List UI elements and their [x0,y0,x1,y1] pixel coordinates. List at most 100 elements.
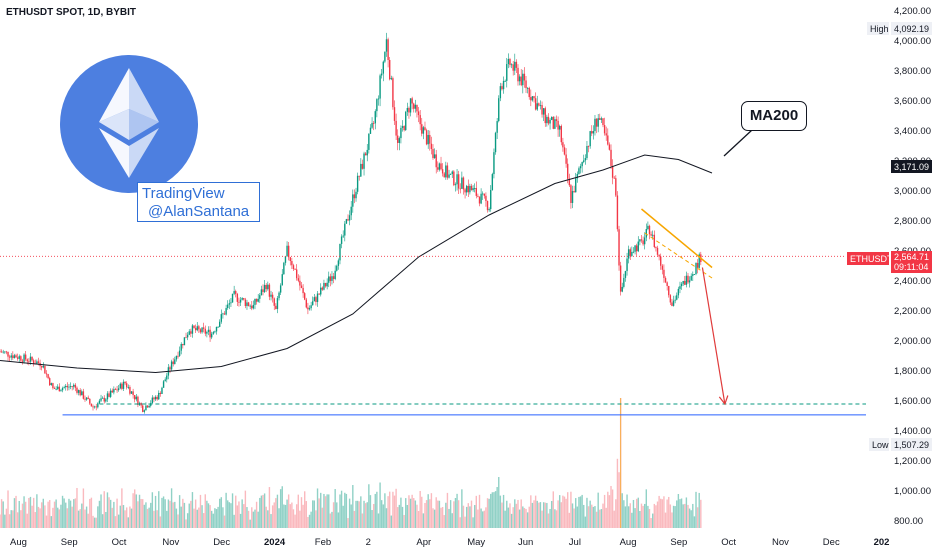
volume-bar [583,504,585,528]
volume-bar [183,502,186,528]
candle-body [73,384,75,387]
volume-bar [294,514,296,528]
volume-bar [44,505,46,528]
candle-body [401,126,404,128]
volume-bar [8,514,11,528]
volume-bar [345,493,348,528]
candle-body [613,177,615,179]
volume-bar [275,498,277,528]
volume-bar [371,510,373,528]
volume-bar [281,486,283,528]
volume-bar [355,500,357,528]
volume-bar [225,492,227,528]
volume-bar [570,491,572,528]
y-tick-label: 2,400.00 [894,276,931,287]
volume-bar [432,508,434,528]
volume-bar [384,493,386,528]
candle-body [618,229,620,266]
y-axis[interactable]: 4,200.00 4,000.00 3,800.00 3,600.00 3,400.00… [894,6,931,527]
volume-bar [307,516,309,528]
candle-body [95,406,97,408]
candle-body [514,61,516,71]
volume-bar [198,507,200,528]
volume-bar [278,508,280,528]
candle-body [414,104,417,109]
candle-body [374,111,376,124]
volume-bar [562,495,564,528]
volume-bar [584,516,587,528]
volume-bar [50,516,53,528]
candle-body [372,122,375,124]
volume-bar [369,495,372,528]
candle-body [488,209,490,211]
candle-body [376,99,378,112]
x-tick-label: Nov [772,537,789,548]
volume-bar [81,503,83,528]
candle-body [217,326,219,328]
volume-bar [658,495,660,528]
volume-bar [621,493,623,528]
volume-bar [663,496,665,528]
volume-bar [405,498,407,528]
candle-body [321,287,324,290]
candle-body [98,400,101,404]
volume-bar [304,491,306,528]
forecast-arrow[interactable] [701,267,729,406]
volume-bar [465,506,468,528]
volume-bar [575,498,577,528]
volume-bar [445,502,447,528]
candle-body [342,235,344,237]
candle-body [406,108,409,112]
volume-bar [170,488,173,528]
volume-bar [579,496,582,528]
volume-bar [360,496,362,528]
volume-bar [302,504,304,528]
candle-body [172,361,174,365]
candle-body [177,355,179,357]
candle-body [281,274,283,286]
candle-body [40,366,43,368]
candle-body [457,174,460,189]
x-tick-label: May [467,537,485,548]
candle-body [289,257,291,262]
volume-bar [111,507,113,528]
volume-bar [518,509,521,528]
volume-bar [453,501,455,528]
last-price-badge: ETHUSDT 2,564.71 09:11:04 [847,251,932,273]
candle-body [469,185,471,193]
volume-bar [664,512,667,528]
volume-bar [145,502,147,528]
volume-bar [156,510,158,528]
candle-body [117,388,120,391]
volume-bar [146,508,149,528]
candle-body [295,269,298,279]
x-tick-label: Feb [315,537,331,548]
watermark-line2: @AlanSantana [148,203,250,220]
candle-body [462,177,465,190]
x-axis[interactable]: Aug Sep Oct Nov Dec 2024 Feb 2 Apr May Jun Jul Aug Se… [10,537,889,548]
candle-body [239,299,242,303]
volume-bar [90,497,93,528]
candle-body [45,373,48,375]
volume-bar [608,495,611,528]
volume-bar [361,513,364,528]
candle-body [52,383,54,389]
volume-bar [36,494,38,528]
svg-text:4,092.19: 4,092.19 [894,24,929,34]
x-tick-label: Apr [416,537,431,548]
volume-bar [408,495,410,528]
volume-bar [427,494,429,528]
volume-bar [249,519,251,528]
candle-body [4,351,6,353]
descending-trendline[interactable] [641,208,713,269]
volume-bar [592,506,595,528]
candle-body [76,387,78,393]
candle-body [146,405,149,408]
candle-body [608,144,611,150]
candle-body [605,133,607,136]
candle-body [219,321,221,327]
candle-body [23,354,25,362]
candle-body [475,187,477,196]
volume-bar [334,489,336,528]
